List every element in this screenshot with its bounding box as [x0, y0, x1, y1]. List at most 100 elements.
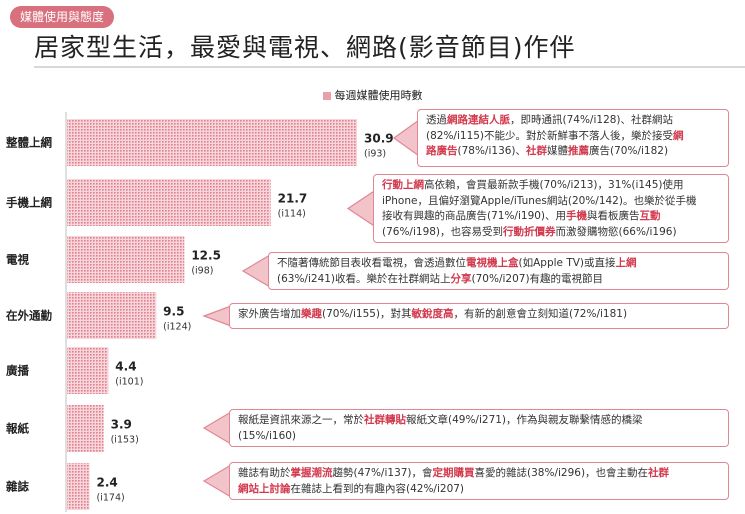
callout-highlight: 路廣告 [426, 145, 458, 157]
category-label: 在外通勤 [6, 309, 52, 323]
callout-highlight: 行動上網 [382, 179, 424, 191]
callout-highlight: 上網 [615, 257, 637, 269]
bar [67, 347, 109, 394]
callout-highlight: 樂趣 [301, 308, 322, 320]
callout-highlight: 網 [673, 129, 684, 142]
callout-highlight: 敏銳度高 [411, 308, 454, 320]
callout-text: (15%/i160) [238, 429, 297, 442]
callout-text: 高依賴，會買最新款手機(70%/i213)，31%(i145)使用 [424, 179, 684, 191]
callout-line: 接收有興趣的商品廣告(71%/i190)、用手機與看板廣告互動 [382, 209, 720, 225]
chart-legend: 每週媒體使用時數 [0, 87, 745, 103]
index-label: (i98) [191, 266, 213, 277]
callout-line: 網站上討論在雜誌上看到的有趣內容(42%/i207) [238, 482, 720, 498]
index-label: (i153) [111, 435, 139, 446]
callout-box: 家外廣告增加樂趣(70%/i155)，對其敏銳度高，有新的創意會立刻知道(72%… [229, 303, 729, 329]
callout-line: 透過網路連結人脈，即時通訊(74%/i128)、社群網站 [426, 113, 720, 129]
value-label: 21.7 [278, 192, 308, 206]
callout-highlight: 互動 [639, 210, 661, 222]
callout-arrow [202, 463, 232, 499]
index-label: (i101) [115, 377, 143, 388]
callout-arrow [241, 253, 271, 289]
callout-line: 行動上網高依賴，會買最新款手機(70%/i213)，31%(i145)使用 [382, 178, 720, 194]
callout-box: 報紙是資訊來源之一，常於社群轉貼報紙文章(49%/i271)，作為與親友聯繫情感… [229, 409, 729, 447]
callout-text: 廣告(70%/i182) [589, 145, 669, 157]
value-label: 3.9 [111, 418, 132, 432]
callout-highlight: 定期購買 [432, 467, 475, 479]
bar [67, 179, 271, 226]
callout-highlight: 行動折價券 [503, 225, 556, 238]
callout-box: 雜誌有助於掌握潮流趨勢(47%/i137)，會定期購買喜愛的雜誌(38%/i29… [229, 462, 729, 500]
value-label: 12.5 [191, 249, 221, 263]
callout-line: 路廣告(78%/i136)、社群媒體推薦廣告(70%/i182) [426, 144, 720, 160]
bar [67, 119, 357, 166]
callout-line: 報紙是資訊來源之一，常於社群轉貼報紙文章(49%/i271)，作為與親友聯繫情感… [238, 413, 720, 429]
callout-highlight: 網站上討論 [238, 482, 291, 495]
callout-line: 雜誌有助於掌握潮流趨勢(47%/i137)，會定期購買喜愛的雜誌(38%/i29… [238, 466, 720, 482]
index-label: (i114) [278, 209, 306, 220]
callout-highlight: 推薦 [568, 145, 590, 157]
callout-text: 報紙文章(49%/i271)，作為與親友聯繫情感的橋梁 [406, 414, 643, 426]
section-tag: 媒體使用與態度 [10, 6, 115, 28]
callout-arrow [202, 305, 232, 327]
legend-swatch [322, 92, 331, 100]
index-label: (i124) [163, 322, 191, 333]
callout-text: (70%/i207)有趣的電視節目 [471, 272, 604, 285]
callout-text: 在雜誌上看到的有趣內容(42%/i207) [290, 482, 465, 495]
callout-arrow [392, 118, 420, 158]
callout-text: iPhone，且偏好瀏覽Apple/iTunes網站(20%/142)。也樂於從… [382, 194, 697, 207]
callout-line: (76%/i198)，也容易受到行動折價券而激發購物慾(66%/i196) [382, 225, 720, 241]
callout-highlight: 手機 [566, 210, 588, 222]
callout-text: 報紙是資訊來源之一，常於 [238, 414, 364, 426]
value-label: 4.4 [115, 360, 136, 374]
callout-text: 喜愛的雜誌(38%/i296)，也會主動在 [474, 467, 649, 479]
callout-text: 家外廣告增加 [238, 308, 301, 320]
callout-text: (82%/i115)不能少。對於新鮮事不落人後，樂於接受 [426, 129, 674, 142]
callout-highlight: 掌握潮流 [290, 467, 333, 479]
value-label: 9.5 [163, 305, 184, 319]
callout-box: 透過網路連結人脈，即時通訊(74%/i128)、社群網站 (82%/i115)不能… [417, 109, 729, 167]
callout-arrow [202, 410, 232, 446]
category-label: 廣播 [6, 364, 29, 378]
bar [67, 292, 157, 339]
bar [67, 405, 104, 452]
page-title: 居家型生活，最愛與電視、網路(影音節目)作伴 [34, 33, 576, 62]
callout-text: 而激發購物慾(66%/i196) [555, 225, 677, 238]
legend-label: 每週媒體使用時數 [334, 89, 423, 102]
callout-line: 家外廣告增加樂趣(70%/i155)，對其敏銳度高，有新的創意會立刻知道(72%… [238, 307, 720, 323]
callout-highlight: 分享 [450, 272, 472, 285]
callout-highlight: 電視機上盒 [466, 257, 519, 269]
category-label: 報紙 [6, 422, 29, 436]
callout-text: 不隨著傳統節目表收看電視，會透過數位 [277, 257, 466, 269]
callout-text: ，有新的創意會立刻知道(72%/i181) [453, 308, 628, 320]
callout-text: 與看板廣告 [587, 210, 640, 222]
callout-highlight: 社群轉貼 [364, 414, 406, 426]
bar [67, 463, 90, 510]
callout-text: 雜誌有助於 [238, 467, 291, 479]
callout-box: 行動上網高依賴，會買最新款手機(70%/i213)，31%(i145)使用 iPh… [373, 174, 729, 243]
category-label: 電視 [6, 253, 29, 267]
category-label: 整體上網 [5, 136, 52, 150]
callout-line: (63%/i241)收看。樂於在社群網站上分享(70%/i207)有趣的電視節目 [277, 272, 720, 288]
callout-line: (15%/i160) [238, 429, 720, 445]
callout-text: (如Apple TV)或直接 [518, 257, 616, 269]
callout-text: ，即時通訊(74%/i128)、社群網站 [510, 114, 674, 126]
callout-text: (63%/i241)收看。樂於在社群網站上 [277, 272, 451, 285]
index-label: (i93) [364, 149, 386, 160]
callout-text: (70%/i155)，對其 [322, 308, 412, 320]
value-label: 30.9 [364, 132, 394, 146]
callout-text: 媒體 [547, 145, 569, 157]
callout-text: (78%/i136)、 [457, 145, 527, 157]
callout-box: 不隨著傳統節目表收看電視，會透過數位電視機上盒(如Apple TV)或直接上網(… [268, 252, 729, 290]
callout-arrow [346, 189, 376, 228]
category-label: 雜誌 [6, 480, 29, 494]
callout-text: 趨勢(47%/i137)，會 [332, 467, 433, 479]
callout-highlight: 網路連結人脈 [447, 114, 510, 126]
callout-text: (76%/i198)，也容易受到 [382, 225, 504, 238]
title-divider [34, 66, 745, 68]
callout-line: iPhone，且偏好瀏覽Apple/iTunes網站(20%/142)。也樂於從… [382, 194, 720, 210]
value-label: 2.4 [97, 476, 118, 490]
callout-line: 不隨著傳統節目表收看電視，會透過數位電視機上盒(如Apple TV)或直接上網 [277, 256, 720, 272]
category-label: 手機上網 [6, 196, 52, 210]
callout-text: 接收有興趣的商品廣告(71%/i190)、用 [382, 210, 567, 222]
